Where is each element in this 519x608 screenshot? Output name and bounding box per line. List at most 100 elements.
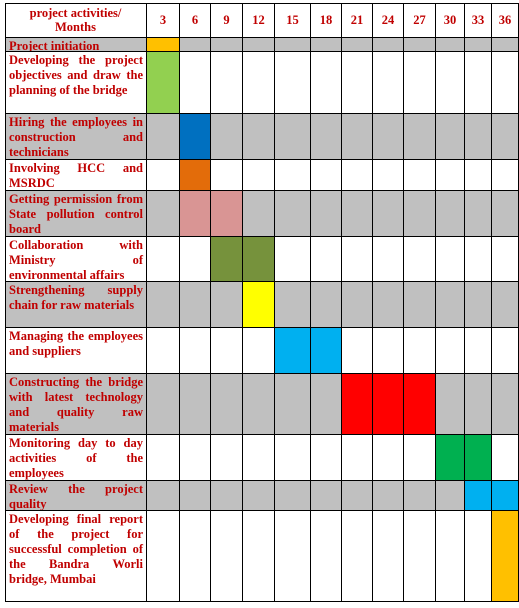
empty-cell: [211, 160, 243, 191]
empty-cell: [373, 114, 404, 160]
empty-cell: [436, 237, 465, 282]
empty-cell: [436, 114, 465, 160]
empty-cell: [436, 191, 465, 237]
empty-cell: [147, 328, 180, 374]
empty-cell: [492, 282, 519, 328]
empty-cell: [275, 38, 311, 52]
empty-cell: [373, 160, 404, 191]
month-header: 6: [180, 3, 211, 38]
gantt-bar: [147, 52, 180, 114]
empty-cell: [211, 52, 243, 114]
empty-cell: [436, 52, 465, 114]
empty-cell: [275, 511, 311, 602]
empty-cell: [311, 114, 342, 160]
empty-cell: [180, 282, 211, 328]
empty-cell: [492, 191, 519, 237]
task-label: Getting permission from State pollution …: [5, 191, 147, 237]
empty-cell: [404, 481, 436, 511]
gantt-bar: [243, 237, 275, 282]
empty-cell: [275, 481, 311, 511]
month-header: 24: [373, 3, 404, 38]
empty-cell: [243, 328, 275, 374]
empty-cell: [243, 52, 275, 114]
empty-cell: [373, 481, 404, 511]
gantt-bar: [311, 328, 342, 374]
empty-cell: [211, 435, 243, 481]
empty-cell: [404, 511, 436, 602]
empty-cell: [342, 52, 373, 114]
gantt-bar: [275, 328, 311, 374]
empty-cell: [404, 160, 436, 191]
month-header: 15: [275, 3, 311, 38]
empty-cell: [465, 374, 492, 435]
empty-cell: [311, 481, 342, 511]
task-label: Developing the project objectives and dr…: [5, 52, 147, 114]
empty-cell: [311, 160, 342, 191]
empty-cell: [342, 160, 373, 191]
empty-cell: [436, 374, 465, 435]
header-task-label: project activities/ Months: [5, 3, 147, 38]
empty-cell: [311, 38, 342, 52]
month-header: 18: [311, 3, 342, 38]
task-label: Monitoring day to day activities of the …: [5, 435, 147, 481]
gantt-bar: [147, 38, 180, 52]
empty-cell: [243, 38, 275, 52]
task-label: Project initiation: [5, 38, 147, 52]
empty-cell: [275, 374, 311, 435]
empty-cell: [465, 282, 492, 328]
empty-cell: [180, 328, 211, 374]
gantt-bar: [436, 435, 465, 481]
empty-cell: [465, 237, 492, 282]
empty-cell: [243, 435, 275, 481]
empty-cell: [147, 114, 180, 160]
empty-cell: [492, 114, 519, 160]
empty-cell: [275, 282, 311, 328]
empty-cell: [373, 237, 404, 282]
empty-cell: [147, 481, 180, 511]
empty-cell: [436, 160, 465, 191]
empty-cell: [404, 52, 436, 114]
empty-cell: [436, 328, 465, 374]
month-header: 30: [436, 3, 465, 38]
empty-cell: [243, 191, 275, 237]
empty-cell: [465, 114, 492, 160]
empty-cell: [211, 511, 243, 602]
empty-cell: [311, 511, 342, 602]
empty-cell: [404, 328, 436, 374]
empty-cell: [243, 160, 275, 191]
empty-cell: [180, 237, 211, 282]
month-header: 33: [465, 3, 492, 38]
task-label: Developing final report of the project f…: [5, 511, 147, 602]
gantt-bar: [342, 374, 373, 435]
empty-cell: [373, 328, 404, 374]
month-header: 3: [147, 3, 180, 38]
empty-cell: [311, 435, 342, 481]
empty-cell: [147, 435, 180, 481]
empty-cell: [275, 52, 311, 114]
empty-cell: [243, 114, 275, 160]
empty-cell: [211, 481, 243, 511]
empty-cell: [373, 38, 404, 52]
empty-cell: [311, 191, 342, 237]
empty-cell: [342, 191, 373, 237]
empty-cell: [465, 328, 492, 374]
empty-cell: [147, 374, 180, 435]
empty-cell: [311, 374, 342, 435]
empty-cell: [492, 160, 519, 191]
gantt-bar: [373, 374, 404, 435]
task-label: Collaboration with Ministry of environme…: [5, 237, 147, 282]
empty-cell: [465, 52, 492, 114]
gantt-bar: [492, 511, 519, 602]
empty-cell: [492, 374, 519, 435]
gantt-bar: [243, 282, 275, 328]
empty-cell: [492, 435, 519, 481]
empty-cell: [436, 38, 465, 52]
empty-cell: [404, 282, 436, 328]
empty-cell: [275, 114, 311, 160]
empty-cell: [404, 237, 436, 282]
empty-cell: [404, 114, 436, 160]
empty-cell: [342, 237, 373, 282]
empty-cell: [342, 282, 373, 328]
empty-cell: [342, 511, 373, 602]
month-header: 9: [211, 3, 243, 38]
